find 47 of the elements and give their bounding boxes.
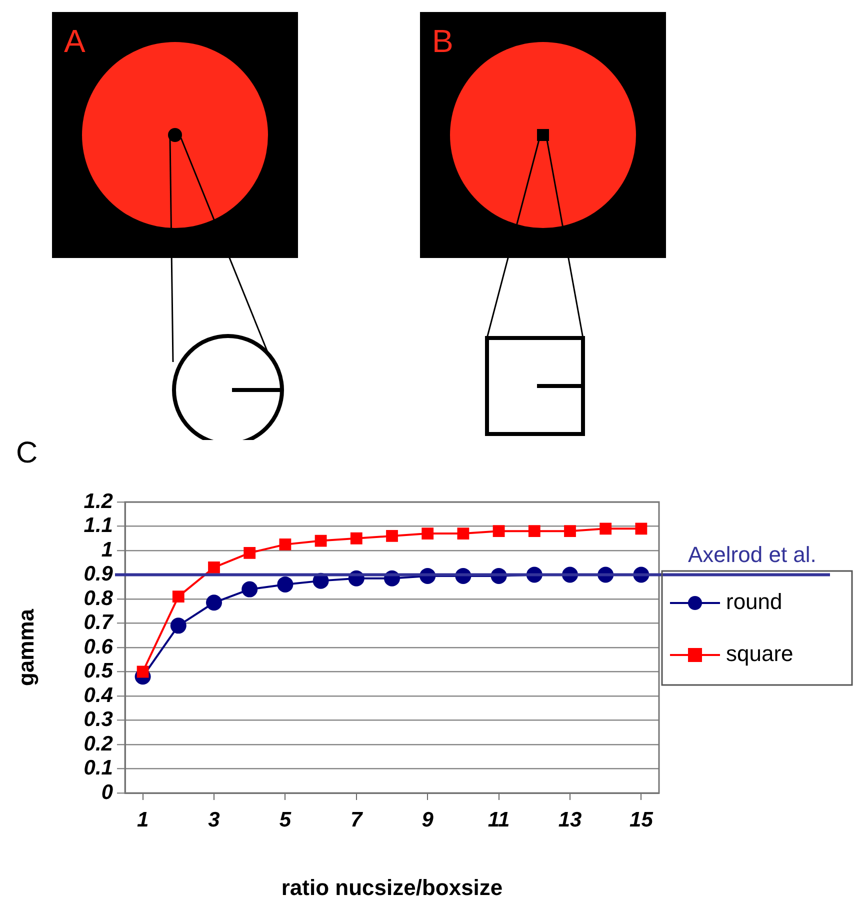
point	[350, 532, 362, 544]
point	[172, 590, 184, 603]
y-tick-label: 1.2	[84, 490, 114, 513]
x-tick-label: 7	[350, 808, 364, 832]
y-tick-label: 1.1	[84, 514, 113, 538]
point	[564, 525, 576, 538]
point	[528, 525, 540, 538]
ref-line-label: Axelrod et al.	[688, 542, 816, 567]
y-tick-label: 0.2	[84, 732, 114, 756]
point	[277, 576, 294, 592]
point	[457, 528, 470, 540]
y-tick-label: 0	[101, 780, 114, 804]
x-tick-label: 11	[488, 808, 510, 832]
legend-label: square	[726, 641, 794, 666]
x-tick-label: 13	[558, 808, 582, 832]
x-tick-label: 3	[208, 808, 220, 832]
y-tick-label: 0.9	[84, 562, 114, 586]
point	[635, 522, 648, 535]
circle-zoom-diagram: A	[52, 12, 298, 440]
square-zoom-diagram: B	[420, 12, 666, 436]
point	[170, 618, 186, 634]
x-tick-label: 1	[136, 808, 149, 832]
y-tick-label: 0.8	[84, 586, 114, 610]
point	[422, 528, 434, 540]
y-tick-label: 0.5	[84, 660, 114, 683]
point	[208, 562, 220, 574]
y-tick-label: 1	[101, 538, 113, 562]
legend-label: round	[726, 589, 782, 614]
point	[206, 594, 222, 611]
point	[386, 530, 398, 542]
point	[492, 525, 505, 538]
point	[242, 581, 258, 598]
y-tick-label: 0.7	[84, 611, 114, 634]
y-axis-title: gamma	[13, 608, 38, 686]
x-axis-title: ratio nucsize/boxsize	[281, 874, 503, 900]
x-tick-label: 9	[422, 808, 434, 832]
point	[244, 546, 256, 559]
x-tick-label: 15	[630, 808, 654, 832]
y-tick-label: 0.3	[84, 708, 114, 732]
point	[314, 534, 327, 547]
y-tick-label: 0.6	[84, 635, 114, 658]
point	[600, 522, 612, 535]
chart-title: C	[16, 436, 38, 470]
point	[279, 538, 292, 550]
x-tick-label: 5	[279, 808, 292, 832]
y-tick-label: 0.1	[84, 756, 113, 780]
y-tick-label: 0.4	[84, 684, 114, 707]
